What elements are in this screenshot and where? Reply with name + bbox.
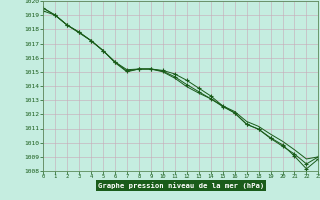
X-axis label: Graphe pression niveau de la mer (hPa): Graphe pression niveau de la mer (hPa) [98,182,264,189]
